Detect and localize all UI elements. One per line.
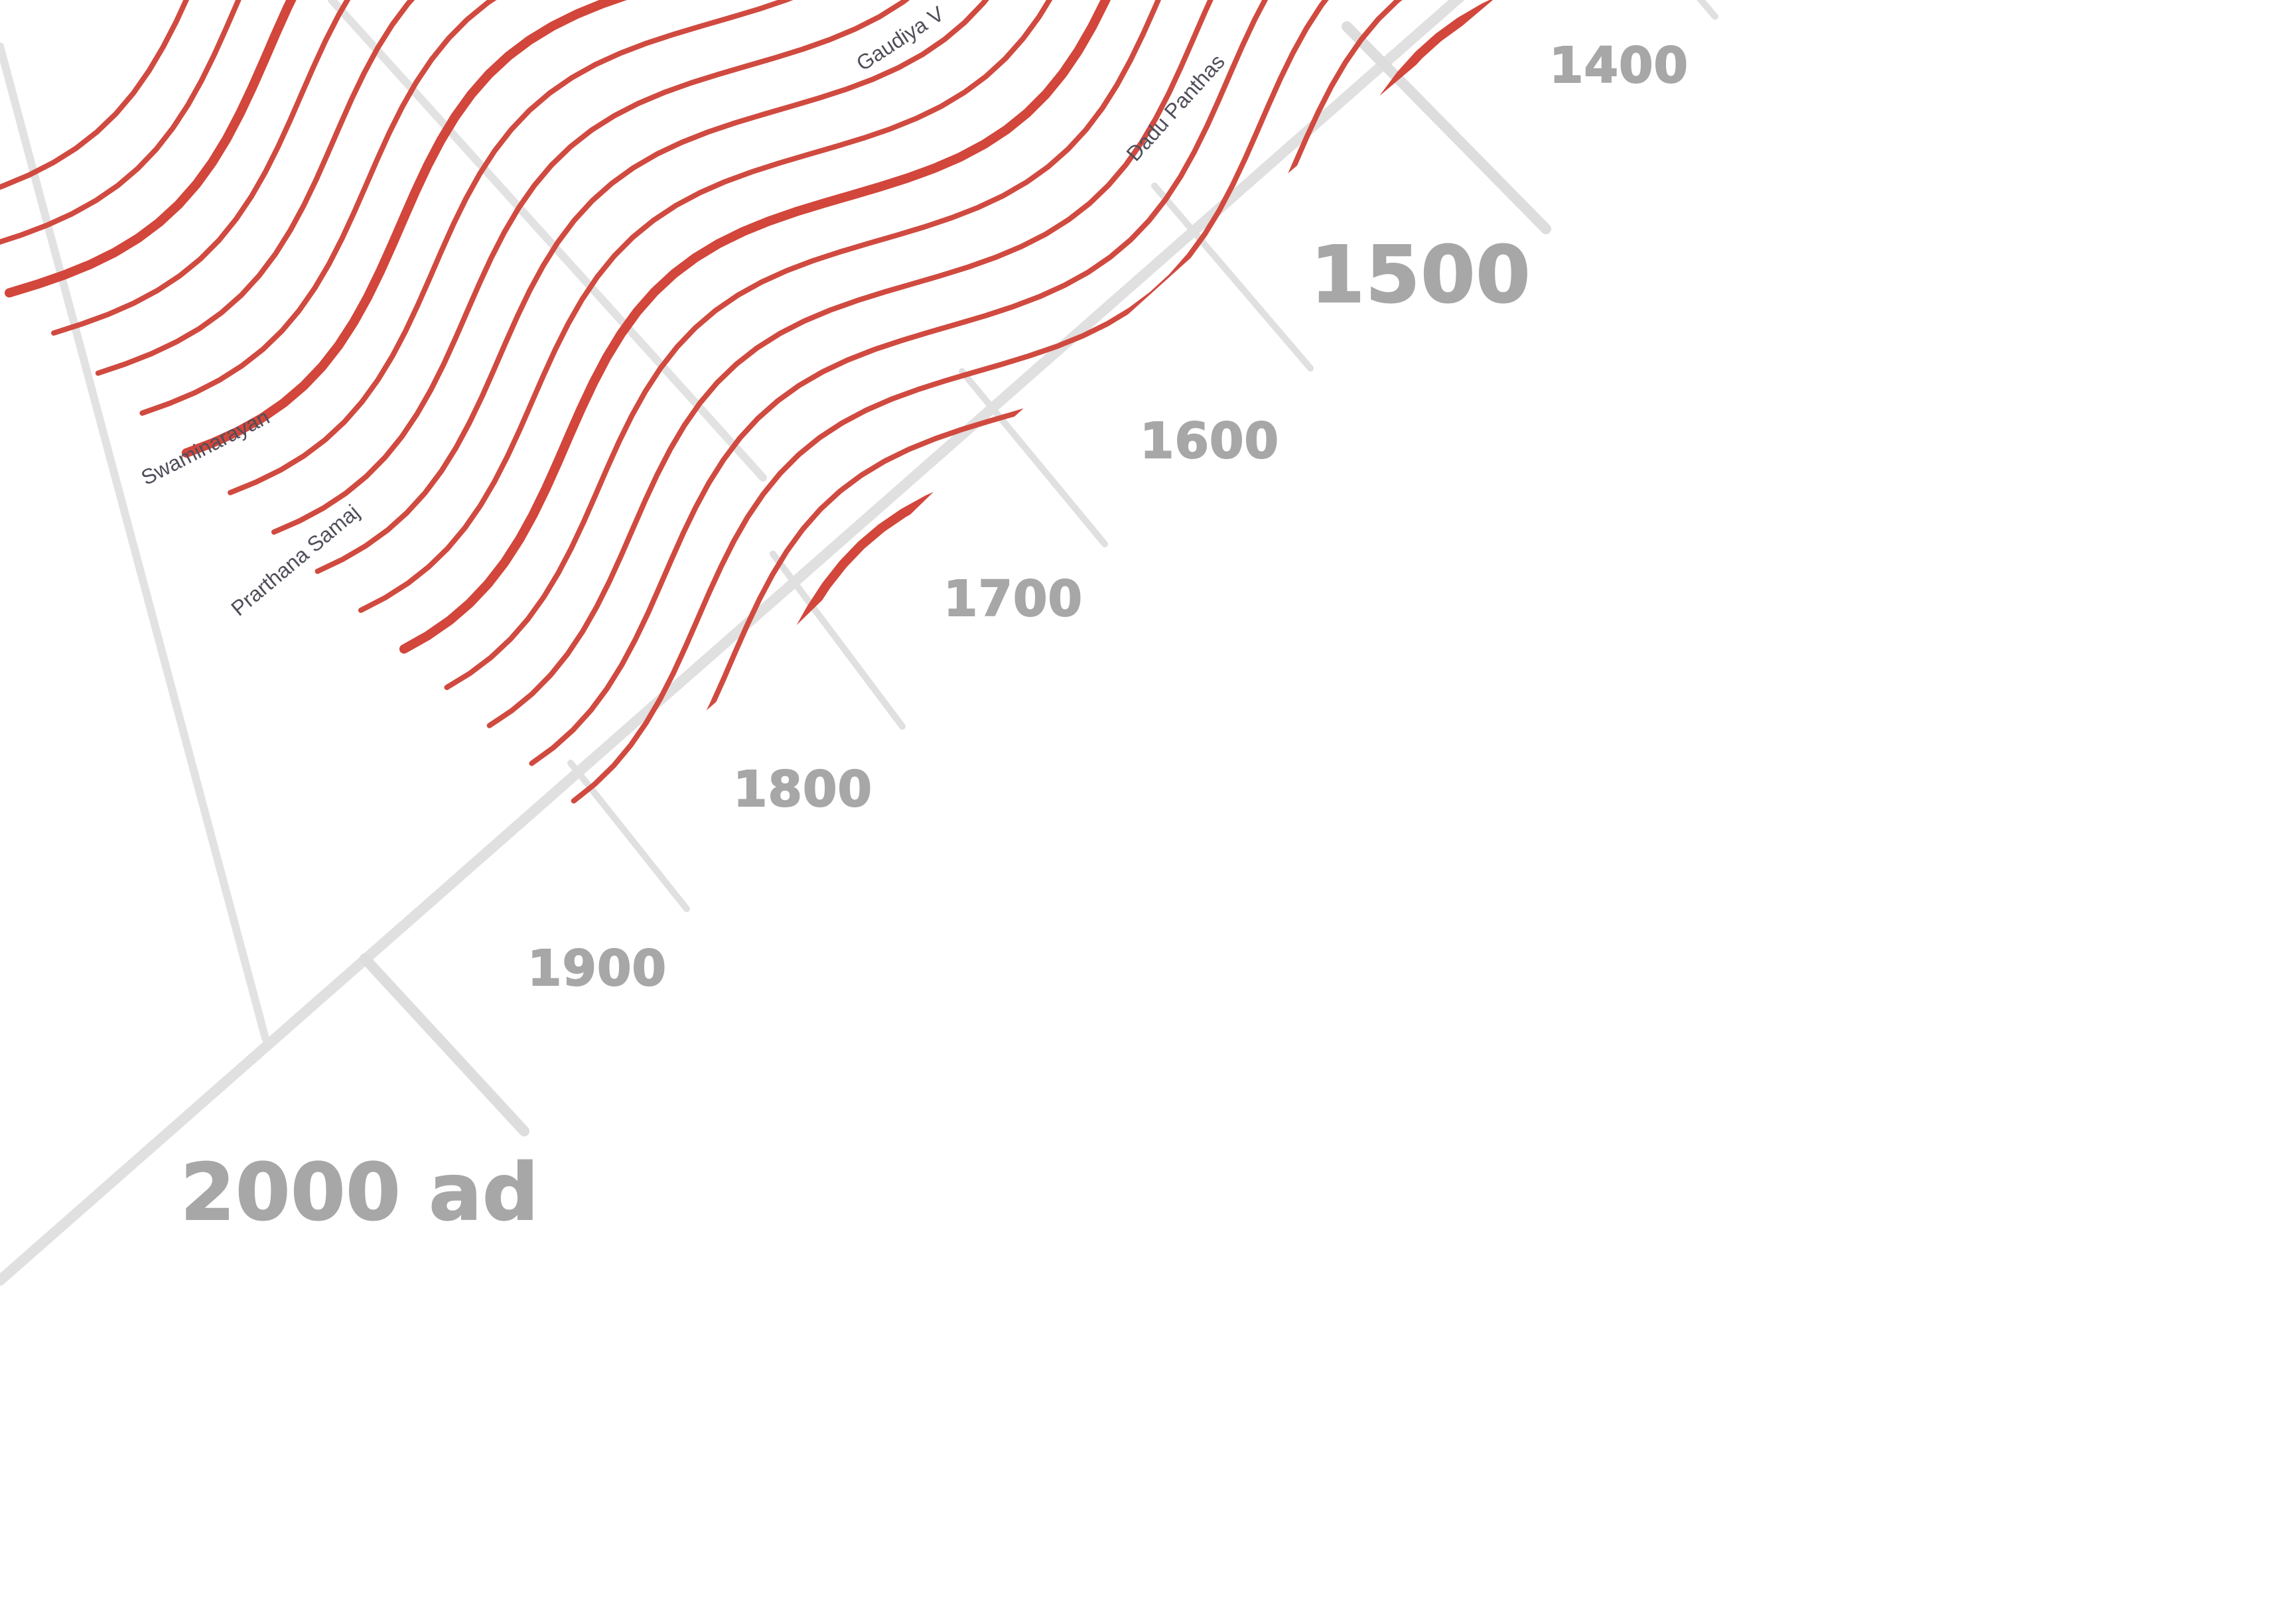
year-label-1400: 1400	[1549, 37, 1689, 94]
stream-line	[817, 0, 1493, 1022]
stream-line	[0, 0, 1143, 215]
stream-line	[0, 0, 1187, 255]
stream-line	[228, 0, 1442, 496]
year-label-2000-ad: 2000 ad	[180, 1146, 539, 1238]
diagonal-guide-1	[0, 42, 269, 1042]
tick-1800	[567, 760, 690, 912]
branch-label-swaminarayan: Swaminarayan	[137, 405, 273, 490]
stream-line	[776, 0, 1493, 986]
year-labels: 1400 1500 1600 1700 1800 1900 2000 ad	[180, 36, 1689, 1239]
stream-line	[857, 0, 1493, 1057]
year-label-1700: 1700	[943, 571, 1083, 628]
tick-1700	[770, 551, 906, 730]
tick-top-right	[1696, 0, 1718, 20]
tick-1900	[360, 953, 529, 1136]
stream-line	[95, 0, 1316, 376]
tick-1400	[1342, 21, 1551, 234]
stream-line	[51, 0, 1273, 336]
stream-line	[139, 0, 1358, 416]
stream-line	[181, 0, 1403, 458]
stream-line	[5, 0, 1232, 298]
year-label-1900: 1900	[527, 940, 667, 997]
stream-line	[358, 0, 1493, 613]
diagonal-guide-2	[328, 0, 767, 482]
stream-line	[529, 0, 1493, 766]
tick-1600	[959, 368, 1108, 547]
stream-line	[444, 0, 1493, 691]
stream-line	[271, 0, 1484, 535]
year-label-1600: 1600	[1140, 413, 1279, 470]
year-label-1800: 1800	[733, 761, 872, 818]
stream-line	[486, 0, 1493, 728]
stream-line	[975, 76, 1493, 1095]
year-label-1500: 1500	[1310, 229, 1531, 320]
stream-line	[399, 0, 1493, 654]
stream-line	[314, 0, 1493, 575]
tick-1500	[1151, 182, 1314, 372]
main-time-axis	[0, 0, 1465, 1286]
